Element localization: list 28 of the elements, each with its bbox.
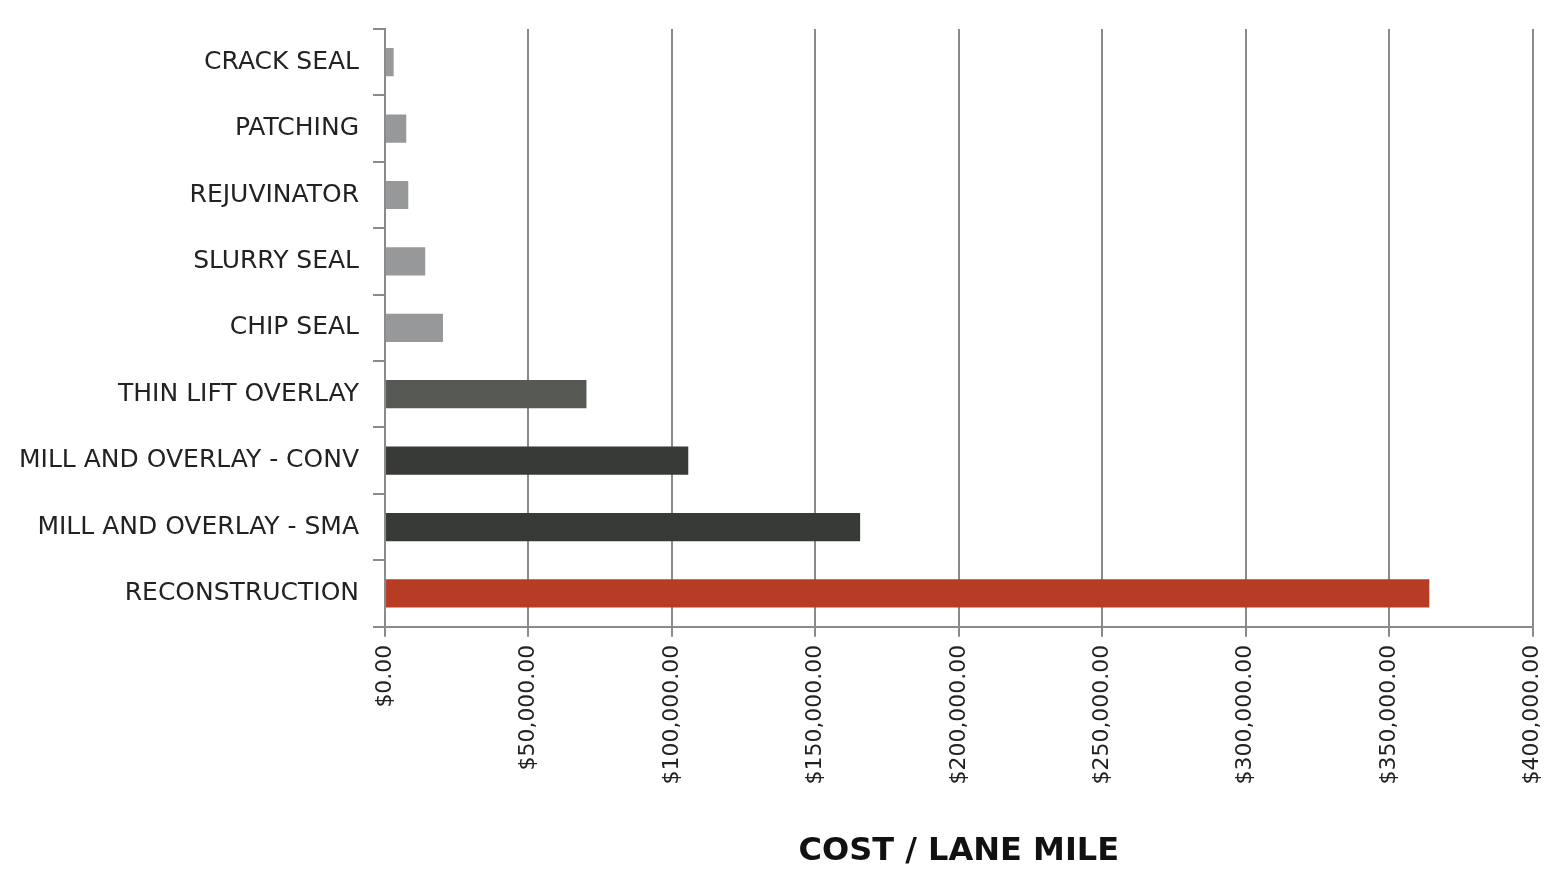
bar bbox=[386, 446, 689, 475]
bar bbox=[386, 247, 426, 276]
y-tick-label: MILL AND OVERLAY - CONV bbox=[18, 444, 360, 474]
bar bbox=[386, 512, 861, 542]
y-tick-label: REJUVINATOR bbox=[189, 178, 360, 208]
y-tick-label: THIN LIFT OVERLAY bbox=[117, 377, 360, 407]
x-tick-label: $350,000.00 bbox=[1374, 644, 1400, 785]
bar bbox=[386, 48, 394, 77]
bar bbox=[386, 114, 407, 143]
bar bbox=[386, 180, 409, 210]
y-tick-label: SLURRY SEAL bbox=[193, 244, 360, 274]
x-tick-label: $400,000.00 bbox=[1518, 644, 1544, 785]
bar bbox=[386, 380, 587, 409]
bar bbox=[386, 579, 1430, 608]
x-tick-label: $150,000.00 bbox=[801, 644, 827, 785]
x-tick-label: $200,000.00 bbox=[944, 644, 970, 785]
x-tick-label: $0.00 bbox=[370, 644, 396, 708]
y-tick-label: MILL AND OVERLAY - SMA bbox=[37, 510, 360, 540]
x-tick-label: $300,000.00 bbox=[1231, 644, 1257, 785]
x-tick-label: $100,000.00 bbox=[657, 644, 683, 785]
y-tick-label: CRACK SEAL bbox=[204, 45, 360, 75]
x-tick-label: $50,000.00 bbox=[514, 644, 540, 771]
y-tick-label: CHIP SEAL bbox=[229, 311, 360, 341]
y-tick-label: RECONSTRUCTION bbox=[124, 576, 360, 606]
y-tick-label: PATCHING bbox=[234, 112, 360, 142]
x-axis-title: COST / LANE MILE bbox=[798, 830, 1120, 869]
bar bbox=[386, 313, 443, 342]
x-tick-label: $250,000.00 bbox=[1087, 644, 1113, 785]
